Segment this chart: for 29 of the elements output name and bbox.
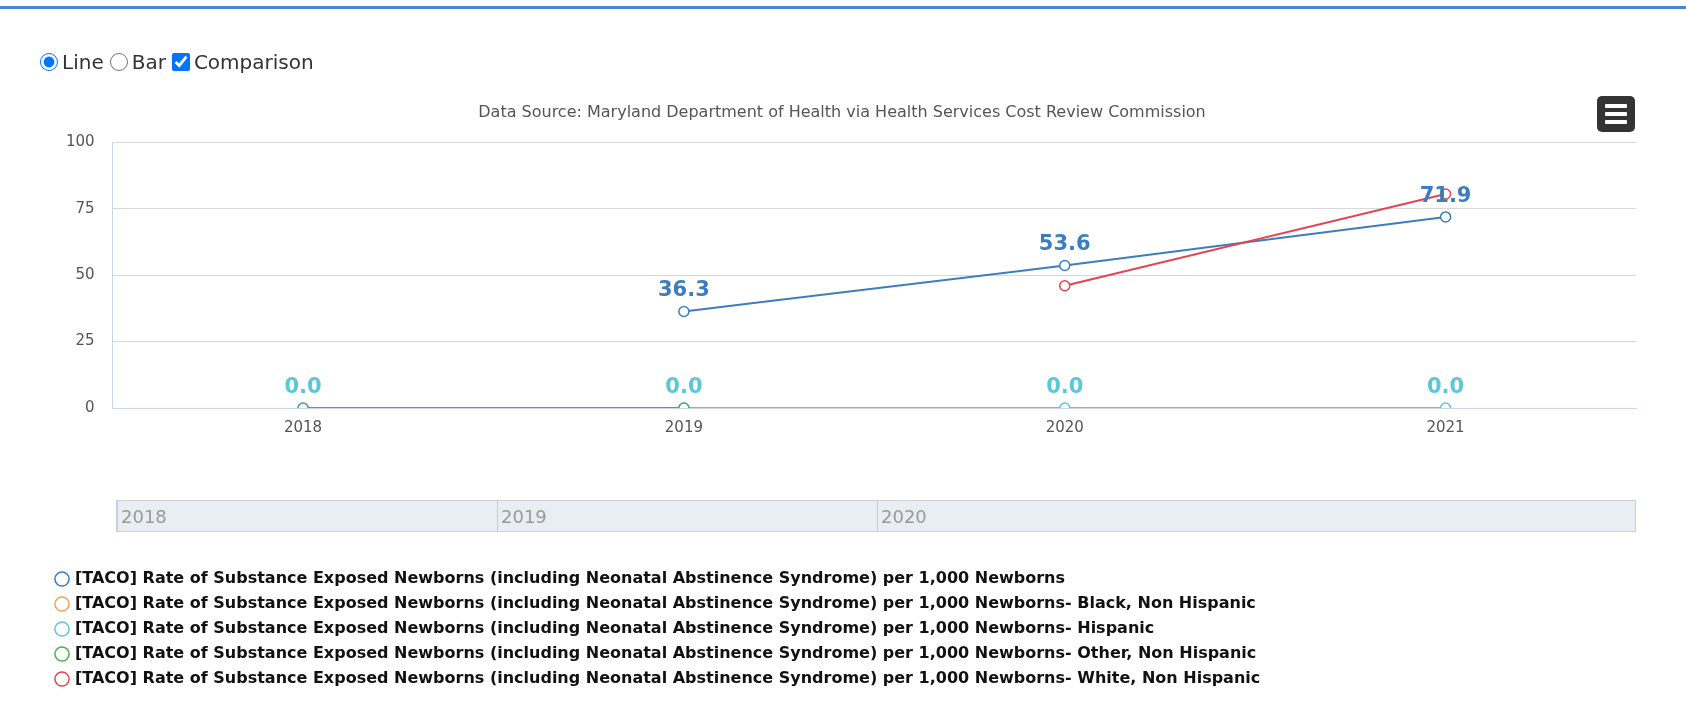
legend-label: [TACO] Rate of Substance Exposed Newborns (including Neonatal Abstinence Syndrome) per 1,000 Newborns- Other, Non Hispanic: [75, 643, 1257, 663]
y-tick-label: 0: [85, 397, 95, 416]
x-tick-label: 2020: [1045, 417, 1084, 436]
chart-title: Data Source: Maryland Department of Health via Health Services Cost Review Commission: [478, 101, 1206, 121]
point: [678, 305, 690, 318]
y-tick-label: 50: [75, 264, 95, 283]
data-label: 0.0: [1426, 373, 1465, 398]
legend-label: [TACO] Rate of Substance Exposed Newborns (including Neonatal Abstinence Syndrome) per 1,000 Newborns- White, Non Hispanic: [75, 668, 1261, 688]
y-tick-label: 25: [75, 331, 95, 350]
text: Bar: [130, 50, 166, 74]
legend-label: [TACO] Rate of Substance Exposed Newborns (including Neonatal Abstinence Syndrome) per 1,000 Newborns- Hispanic: [75, 618, 1155, 638]
point: [1058, 279, 1071, 292]
data-label: 0.0: [665, 373, 703, 398]
data-label: 0.0: [1046, 373, 1084, 398]
data-label: 0.0: [284, 373, 322, 398]
x-tick-label: 2018: [283, 417, 323, 436]
x-tick-label: 2021: [1426, 417, 1465, 436]
legend-label: [TACO] Rate of Substance Exposed Newborns (including Neonatal Abstinence Syndrome) per 1,000 Newborns- Black, Non Hispanic: [75, 593, 1256, 613]
y-tick-label: 100: [65, 132, 95, 151]
point: [1439, 211, 1452, 223]
point: [1058, 259, 1071, 272]
legend-label: [TACO] Rate of Substance Exposed Newborns (including Neonatal Abstinence Syndrome) per 1,000 Newborns: [75, 568, 1066, 588]
x-tick-label: 2019: [664, 417, 703, 436]
y-tick-label: 75: [75, 198, 95, 217]
range-slider: 2018 2019 2020: [116, 500, 1636, 532]
data-label: 36.3: [657, 277, 710, 302]
text: Line: [61, 50, 104, 74]
text: Comparison: [192, 50, 314, 74]
data-label: 53.6: [1038, 231, 1091, 256]
